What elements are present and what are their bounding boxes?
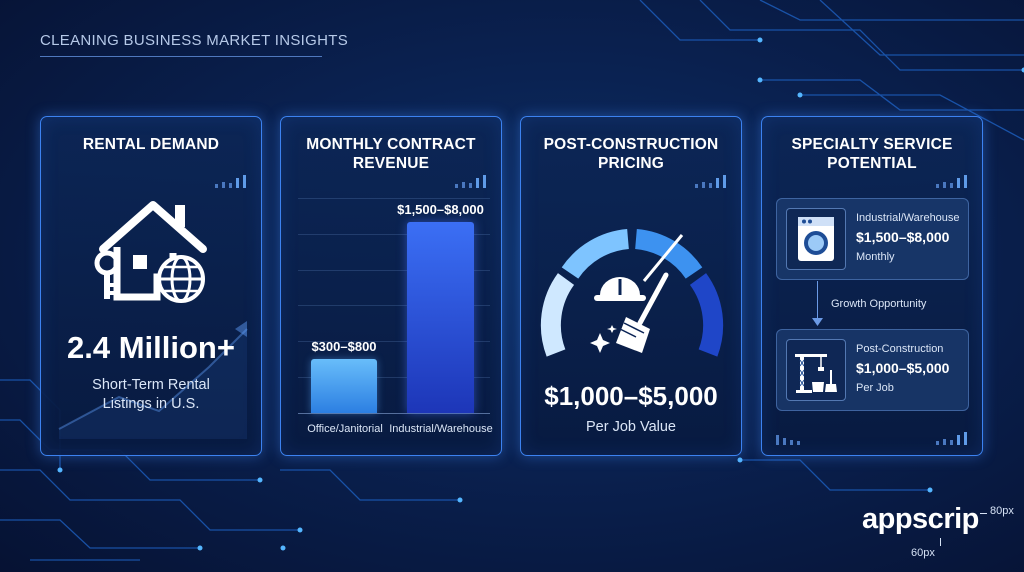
service-price: $1,000–$5,000	[856, 360, 950, 376]
service-industrial-warehouse: Industrial/Warehouse $1,500–$8,000 Month…	[776, 198, 969, 280]
signal-bars-icon	[215, 175, 246, 188]
category-label-office-janitorial: Office/Janitorial	[307, 423, 383, 435]
data-label-industrial-warehouse: $1,500–$8,000	[397, 202, 484, 217]
heading-underline	[40, 56, 322, 57]
dimension-line	[940, 538, 941, 546]
growth-connector-line	[817, 281, 818, 321]
house-key-globe-icon	[94, 201, 207, 303]
chart-gridline	[298, 270, 490, 271]
gauge-hardhat-broom-icon	[540, 229, 724, 357]
arrow-down-icon	[812, 318, 823, 326]
signal-bars-icon	[936, 432, 967, 445]
signal-bars-icon	[695, 175, 726, 188]
chart-gridline	[298, 377, 490, 378]
post-construction-price: $1,000–$5,000	[544, 381, 718, 411]
data-label-office-janitorial: $300–$800	[311, 339, 377, 354]
card-title: POST-CONSTRUCTION PRICING	[543, 136, 719, 172]
signal-bars-icon	[776, 435, 800, 445]
rental-listings-value: 2.4 Million+	[67, 330, 235, 365]
card-title: SPECIALTY SERVICE POTENTIAL	[791, 136, 953, 172]
logo-height-label: 60px	[911, 547, 935, 559]
chart-gridline	[298, 341, 490, 342]
service-unit: Monthly	[856, 251, 895, 263]
category-label-industrial-warehouse: Industrial/Warehouse	[389, 423, 493, 435]
chart-gridline	[298, 198, 490, 199]
rental-demand-card: RENTAL DEMAND	[40, 116, 262, 456]
dimension-line	[980, 513, 987, 514]
chart-gridline	[298, 305, 490, 306]
growth-opportunity-label: Growth Opportunity	[831, 298, 927, 310]
crane-cleaning-icon	[786, 339, 846, 401]
card-title: RENTAL DEMAND	[82, 136, 220, 153]
bar-office-janitorial	[311, 359, 377, 413]
service-price: $1,500–$8,000	[856, 229, 950, 245]
washing-machine-icon	[786, 208, 846, 270]
post-construction-caption: Per Job Value	[585, 419, 676, 435]
service-name: Post-Construction	[856, 343, 944, 355]
signal-bars-icon	[455, 175, 486, 188]
page-heading: CLEANING BUSINESS MARKET INSIGHTS	[40, 32, 349, 49]
service-post-construction: Post-Construction $1,000–$5,000 Per Job	[776, 329, 969, 411]
logo-width-label: 80px	[990, 505, 1014, 517]
service-unit: Per Job	[856, 382, 894, 394]
service-name: Industrial/Warehouse	[856, 212, 960, 224]
signal-bars-icon	[936, 175, 967, 188]
chart-x-axis	[298, 413, 490, 414]
appscrip-logo: appscrip	[862, 503, 979, 535]
rental-listings-caption: Short-Term Rental Listings in U.S.	[92, 377, 210, 412]
growth-trend-graphic	[58, 321, 248, 439]
card-title: MONTHLY CONTRACT REVENUE	[306, 136, 476, 172]
bar-industrial-warehouse	[407, 222, 474, 413]
chart-gridline	[298, 234, 490, 235]
